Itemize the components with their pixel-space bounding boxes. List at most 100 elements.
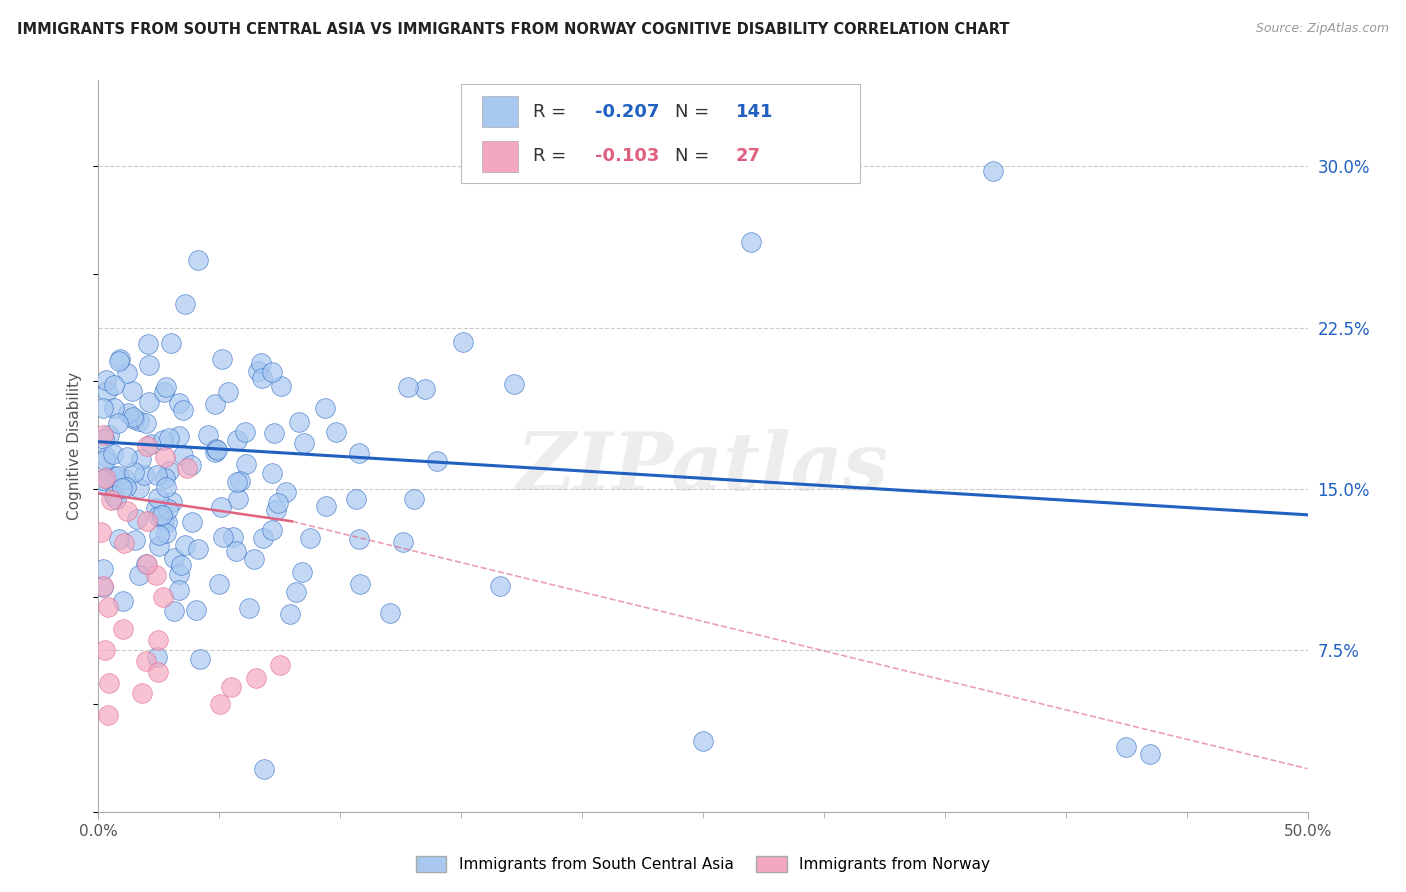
Point (169, 429, 191, 443)
Text: 27: 27 (735, 147, 761, 165)
Point (299, 532, 322, 546)
Point (135, 416, 157, 430)
Point (981, 163, 1004, 178)
Point (112, 594, 135, 608)
Point (129, 452, 152, 467)
Point (100, 492, 122, 507)
Point (146, 491, 169, 505)
Point (349, 446, 371, 460)
Point (229, 474, 252, 488)
Point (263, 425, 285, 440)
Point (238, 600, 260, 615)
Point (148, 528, 170, 542)
Text: 141: 141 (735, 103, 773, 120)
Point (167, 567, 190, 582)
Point (115, 480, 138, 494)
Point (502, 376, 524, 391)
Point (172, 403, 194, 417)
Point (174, 296, 197, 310)
Point (152, 433, 174, 447)
Text: IMMIGRANTS FROM SOUTH CENTRAL ASIA VS IMMIGRANTS FROM NORWAY COGNITIVE DISABILIT: IMMIGRANTS FROM SOUTH CENTRAL ASIA VS IM… (17, 22, 1010, 37)
Point (94, 643, 117, 657)
Point (221, 680, 243, 694)
Point (222, 530, 245, 544)
Point (292, 436, 315, 450)
Point (290, 565, 312, 579)
Point (153, 385, 176, 400)
Point (148, 539, 170, 553)
Point (96, 384, 118, 398)
Point (344, 491, 367, 506)
Point (325, 425, 347, 440)
Point (108, 352, 131, 367)
Legend: Immigrants from South Central Asia, Immigrants from Norway: Immigrants from South Central Asia, Immi… (408, 848, 998, 880)
Point (96, 450, 118, 464)
Point (94, 373, 117, 387)
Point (115, 366, 138, 380)
Point (187, 541, 209, 556)
Point (145, 568, 167, 582)
Point (146, 509, 169, 524)
Point (204, 445, 226, 459)
Text: ZIPatlas: ZIPatlas (517, 429, 889, 507)
Point (740, 235, 762, 249)
Point (117, 406, 139, 420)
Point (155, 380, 177, 394)
Point (122, 465, 145, 479)
Point (396, 380, 419, 394)
Text: N =: N = (675, 103, 716, 120)
Point (103, 401, 125, 415)
Point (121, 384, 143, 398)
Point (176, 460, 198, 475)
Text: Source: ZipAtlas.com: Source: ZipAtlas.com (1256, 22, 1389, 36)
Point (264, 503, 287, 517)
Point (97, 600, 120, 615)
Point (155, 479, 177, 493)
Point (260, 524, 283, 538)
Point (243, 552, 266, 566)
Point (128, 414, 150, 428)
Point (253, 762, 276, 776)
Point (207, 442, 229, 457)
Point (135, 558, 157, 572)
Point (91, 401, 114, 416)
Point (148, 632, 170, 647)
Point (152, 590, 174, 604)
Point (91, 579, 114, 593)
Point (104, 491, 127, 506)
Point (124, 533, 146, 548)
Point (180, 458, 202, 472)
Point (93, 453, 115, 467)
Text: -0.103: -0.103 (595, 147, 659, 165)
Point (135, 557, 157, 571)
Point (225, 475, 247, 489)
Point (103, 447, 125, 461)
Point (692, 733, 714, 747)
Point (107, 416, 129, 430)
Point (252, 531, 274, 545)
Point (91, 478, 114, 492)
Point (170, 558, 193, 572)
Point (97, 707, 120, 722)
Point (288, 415, 311, 429)
Point (245, 671, 267, 685)
Point (270, 379, 292, 393)
Point (138, 395, 160, 409)
Point (131, 686, 153, 700)
Point (269, 658, 291, 673)
Point (246, 364, 269, 378)
Point (186, 603, 208, 617)
Point (187, 252, 209, 267)
Point (180, 516, 202, 530)
Point (114, 472, 136, 486)
Point (145, 501, 167, 516)
Point (315, 499, 337, 513)
Point (225, 543, 247, 558)
Point (122, 410, 145, 425)
Point (252, 371, 274, 385)
Point (136, 337, 159, 351)
Point (91, 474, 114, 488)
Point (145, 467, 167, 482)
Point (153, 450, 176, 464)
Point (155, 471, 177, 485)
